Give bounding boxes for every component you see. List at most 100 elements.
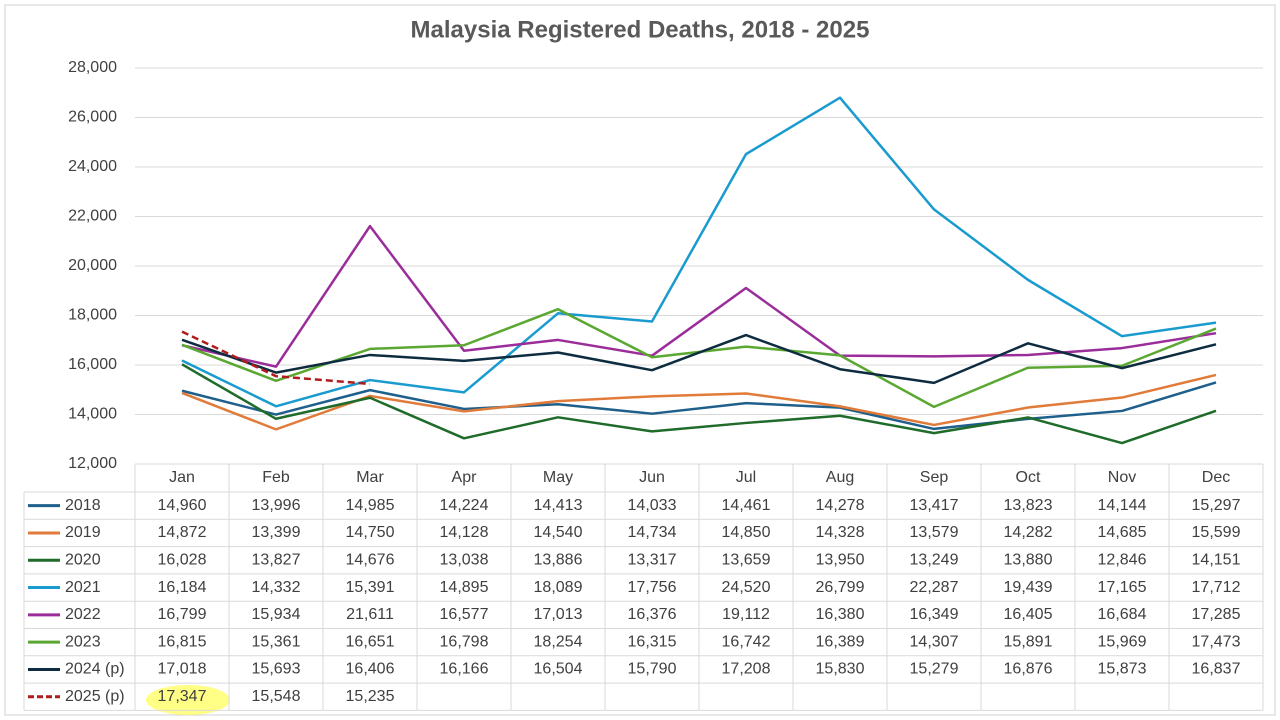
y-tick-label: 20,000 [68, 257, 117, 274]
data-label: 15,279 [910, 661, 959, 678]
data-label: 17,018 [158, 661, 207, 678]
data-label: 14,985 [346, 497, 395, 514]
data-label: 14,033 [628, 497, 677, 514]
data-label: 16,376 [628, 606, 677, 623]
data-label: 19,112 [722, 606, 770, 623]
x-tick-label: Nov [1108, 469, 1136, 486]
data-label: 15,830 [816, 661, 865, 678]
data-label: 17,473 [1192, 633, 1241, 650]
data-label: 17,347 [158, 688, 207, 705]
data-label: 21,611 [346, 606, 394, 623]
data-label: 19,439 [1004, 579, 1053, 596]
y-tick-label: 28,000 [68, 59, 117, 76]
data-label: 16,315 [628, 633, 677, 650]
data-label: 16,389 [816, 633, 865, 650]
data-label: 14,144 [1098, 497, 1147, 514]
x-tick-label: Aug [826, 469, 854, 486]
data-label: 13,659 [722, 551, 771, 568]
data-label: 15,599 [1192, 524, 1241, 541]
highlight [146, 685, 230, 715]
data-label: 16,504 [534, 661, 583, 678]
data-label: 14,895 [440, 579, 489, 596]
data-label: 15,235 [346, 688, 395, 705]
data-label: 14,328 [816, 524, 865, 541]
legend-label: 2022 [65, 606, 101, 623]
y-tick-label: 18,000 [68, 307, 117, 324]
legend-label: 2023 [65, 633, 101, 650]
data-label: 18,254 [534, 633, 583, 650]
data-label: 16,406 [346, 661, 395, 678]
data-label: 16,742 [722, 633, 771, 650]
data-label: 17,712 [1192, 579, 1241, 596]
data-label: 13,038 [440, 551, 489, 568]
data-label: 15,361 [252, 633, 301, 650]
data-label: 13,827 [252, 551, 301, 568]
data-label: 16,798 [440, 633, 489, 650]
legend-label: 2025 (p) [65, 688, 125, 705]
data-label: 15,790 [628, 661, 677, 678]
x-tick-label: Jun [639, 469, 665, 486]
chart-title: Malaysia Registered Deaths, 2018 - 2025 [411, 16, 870, 43]
data-label: 14,282 [1004, 524, 1053, 541]
data-label: 14,151 [1192, 551, 1241, 568]
data-label: 16,405 [1004, 606, 1053, 623]
y-tick-label: 24,000 [68, 158, 117, 175]
data-label: 17,285 [1192, 606, 1241, 623]
data-label: 13,950 [816, 551, 865, 568]
data-label: 14,128 [440, 524, 489, 541]
data-label: 14,685 [1098, 524, 1147, 541]
data-label: 12,846 [1098, 551, 1147, 568]
x-tick-label: Sep [920, 469, 949, 486]
data-label: 17,756 [628, 579, 677, 596]
series-line [181, 224, 1217, 368]
data-label: 16,651 [346, 633, 395, 650]
x-tick-label: Mar [356, 469, 384, 486]
data-label: 13,317 [628, 551, 677, 568]
data-label: 16,876 [1004, 661, 1053, 678]
data-label: 14,676 [346, 551, 395, 568]
legend-label: 2019 [65, 524, 101, 541]
data-label: 16,028 [158, 551, 207, 568]
data-label: 14,750 [346, 524, 395, 541]
data-label: 14,850 [722, 524, 771, 541]
data-label: 16,349 [910, 606, 959, 623]
data-label: 15,548 [252, 688, 301, 705]
series-line [181, 333, 1217, 385]
x-tick-label: Oct [1016, 469, 1041, 486]
y-tick-label: 16,000 [68, 356, 117, 373]
data-label: 13,399 [252, 524, 301, 541]
data-label: 13,996 [252, 497, 301, 514]
data-label: 14,278 [816, 497, 865, 514]
data-label: 17,013 [534, 606, 583, 623]
x-tick-label: Feb [262, 469, 290, 486]
data-label: 15,873 [1098, 661, 1147, 678]
x-tick-label: Dec [1202, 469, 1230, 486]
data-label: 15,297 [1192, 497, 1241, 514]
data-label: 14,224 [440, 497, 489, 514]
data-label: 15,693 [252, 661, 301, 678]
data-label: 14,332 [252, 579, 301, 596]
data-label: 16,380 [816, 606, 865, 623]
data-label: 24,520 [722, 579, 771, 596]
data-label: 22,287 [910, 579, 959, 596]
x-tick-label: May [543, 469, 573, 486]
data-label: 14,307 [910, 633, 959, 650]
data-label: 14,540 [534, 524, 583, 541]
y-tick-label: 14,000 [68, 406, 117, 423]
legend-label: 2018 [65, 497, 101, 514]
y-tick-label: 26,000 [68, 109, 117, 126]
data-label: 14,461 [722, 497, 771, 514]
data-label: 16,184 [158, 579, 207, 596]
data-label: 16,166 [440, 661, 489, 678]
data-label: 14,413 [534, 497, 583, 514]
data-label: 14,872 [158, 524, 207, 541]
data-label: 16,815 [158, 633, 207, 650]
chart-border [4, 4, 1276, 716]
data-label: 14,734 [628, 524, 677, 541]
data-label: 15,391 [346, 579, 395, 596]
data-label: 18,089 [534, 579, 583, 596]
data-label: 13,880 [1004, 551, 1053, 568]
legend-label: 2020 [65, 551, 101, 568]
data-label: 14,960 [158, 497, 207, 514]
